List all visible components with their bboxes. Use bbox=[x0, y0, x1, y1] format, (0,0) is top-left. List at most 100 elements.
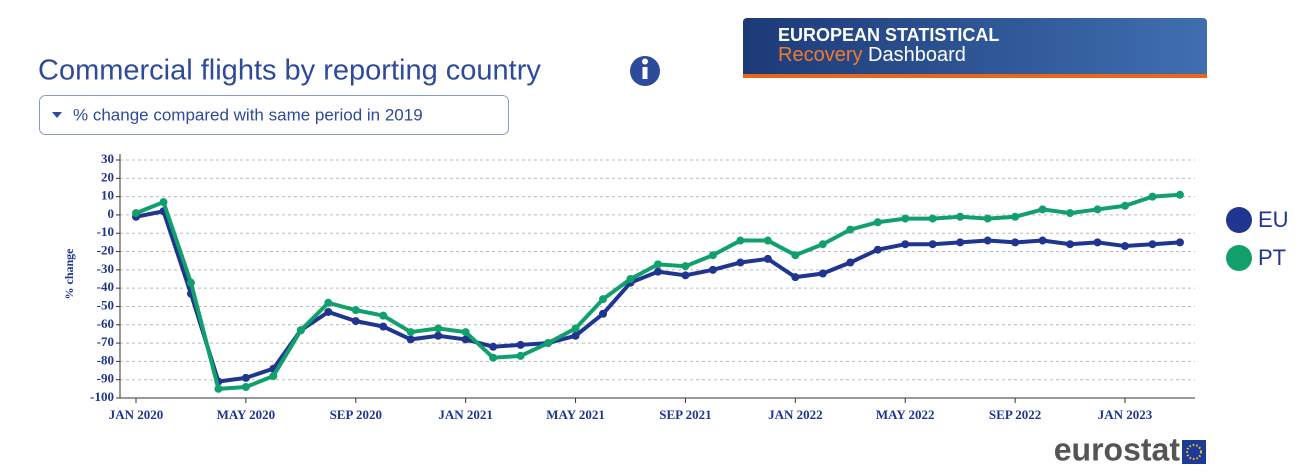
point bbox=[599, 295, 608, 304]
x-tick-label: SEP 2022 bbox=[989, 407, 1041, 422]
y-axis-label: % change bbox=[62, 248, 76, 300]
point bbox=[1093, 238, 1102, 247]
x-tick-label: MAY 2020 bbox=[217, 407, 276, 422]
point bbox=[763, 254, 772, 263]
point bbox=[873, 218, 882, 227]
info-dot bbox=[642, 58, 648, 65]
point bbox=[1093, 205, 1102, 214]
point bbox=[1011, 212, 1020, 221]
point bbox=[406, 328, 415, 337]
banner-line2: Recovery Dashboard bbox=[778, 44, 966, 66]
point bbox=[269, 372, 278, 381]
point bbox=[846, 225, 855, 234]
point bbox=[351, 317, 360, 326]
point bbox=[653, 267, 662, 276]
point bbox=[1011, 238, 1020, 247]
point bbox=[956, 238, 965, 247]
point bbox=[434, 331, 443, 340]
dropdown-arrow bbox=[52, 112, 62, 118]
point bbox=[1148, 192, 1157, 201]
point bbox=[434, 324, 443, 333]
dropdown[interactable]: % change compared with same period in 20… bbox=[39, 95, 509, 135]
point bbox=[818, 240, 827, 249]
point bbox=[489, 353, 498, 362]
point bbox=[324, 298, 333, 307]
banner-dashboard: Dashboard bbox=[868, 44, 966, 66]
y-tick-label: -10 bbox=[97, 224, 114, 239]
point bbox=[544, 339, 553, 348]
y-tick-label: 10 bbox=[101, 188, 114, 203]
point bbox=[1038, 205, 1047, 214]
title: Commercial flights by reporting country bbox=[38, 55, 541, 87]
y-tick-label: -100 bbox=[90, 389, 114, 404]
y-tick-label: -50 bbox=[97, 297, 114, 312]
point bbox=[241, 373, 250, 382]
point bbox=[296, 326, 305, 335]
point bbox=[763, 236, 772, 245]
x-tick-label: JAN 2022 bbox=[768, 407, 823, 422]
point bbox=[132, 209, 140, 218]
y-tick-label: 20 bbox=[101, 169, 114, 184]
banner-bg bbox=[743, 18, 1207, 78]
point bbox=[1121, 242, 1129, 251]
point bbox=[791, 251, 800, 260]
point bbox=[873, 245, 882, 254]
point bbox=[159, 198, 168, 207]
dropdown-box[interactable] bbox=[39, 95, 509, 135]
banner: EUROPEAN STATISTICAL Recovery Dashboard bbox=[743, 18, 1207, 78]
x-tick-label: SEP 2021 bbox=[659, 407, 711, 422]
point bbox=[708, 265, 717, 274]
eu-flag bbox=[1182, 440, 1206, 464]
point bbox=[379, 311, 388, 320]
point bbox=[1175, 190, 1184, 199]
point bbox=[983, 236, 992, 245]
y-tick-label: -30 bbox=[97, 261, 114, 276]
info-icon[interactable] bbox=[630, 56, 660, 86]
point bbox=[186, 278, 195, 287]
legend-swatch bbox=[1226, 207, 1252, 233]
x-tick-label: JAN 2021 bbox=[438, 407, 493, 422]
point bbox=[461, 328, 470, 337]
eu-stars bbox=[1186, 444, 1202, 460]
point bbox=[956, 212, 965, 221]
point bbox=[351, 306, 360, 315]
legend-label: PT bbox=[1258, 245, 1286, 270]
point bbox=[626, 275, 635, 283]
series-line bbox=[135, 192, 1181, 391]
legend-swatch bbox=[1226, 245, 1252, 271]
point bbox=[681, 262, 690, 271]
point bbox=[599, 309, 608, 318]
legend-label: EU bbox=[1258, 207, 1289, 232]
point bbox=[489, 342, 498, 351]
x-tick-label: MAY 2022 bbox=[876, 407, 935, 422]
point bbox=[214, 384, 223, 393]
banner-recovery: Recovery bbox=[778, 44, 862, 66]
point bbox=[983, 214, 992, 223]
point bbox=[736, 236, 745, 245]
point bbox=[736, 258, 745, 267]
x-tick-label: JAN 2023 bbox=[1098, 407, 1153, 422]
x-tick-label: JAN 2020 bbox=[109, 407, 164, 422]
point bbox=[1066, 209, 1075, 218]
dropdown-label: % change compared with same period in 20… bbox=[73, 105, 423, 124]
y-tick-label: 0 bbox=[108, 206, 115, 221]
point bbox=[1066, 240, 1075, 249]
point bbox=[846, 258, 855, 267]
info-stem bbox=[642, 67, 648, 79]
point bbox=[708, 251, 717, 260]
banner-stripe bbox=[743, 74, 1207, 78]
point bbox=[406, 335, 415, 344]
point bbox=[928, 214, 937, 223]
point bbox=[653, 260, 662, 269]
point bbox=[241, 383, 250, 392]
y-tick-label: -70 bbox=[97, 334, 114, 349]
y-tick-label: -80 bbox=[97, 352, 114, 367]
point bbox=[571, 331, 580, 340]
point bbox=[1121, 201, 1129, 210]
point bbox=[379, 322, 388, 331]
footer-logo: eurostat bbox=[1054, 431, 1181, 467]
point bbox=[681, 271, 690, 280]
point bbox=[928, 240, 937, 249]
point bbox=[818, 269, 827, 278]
